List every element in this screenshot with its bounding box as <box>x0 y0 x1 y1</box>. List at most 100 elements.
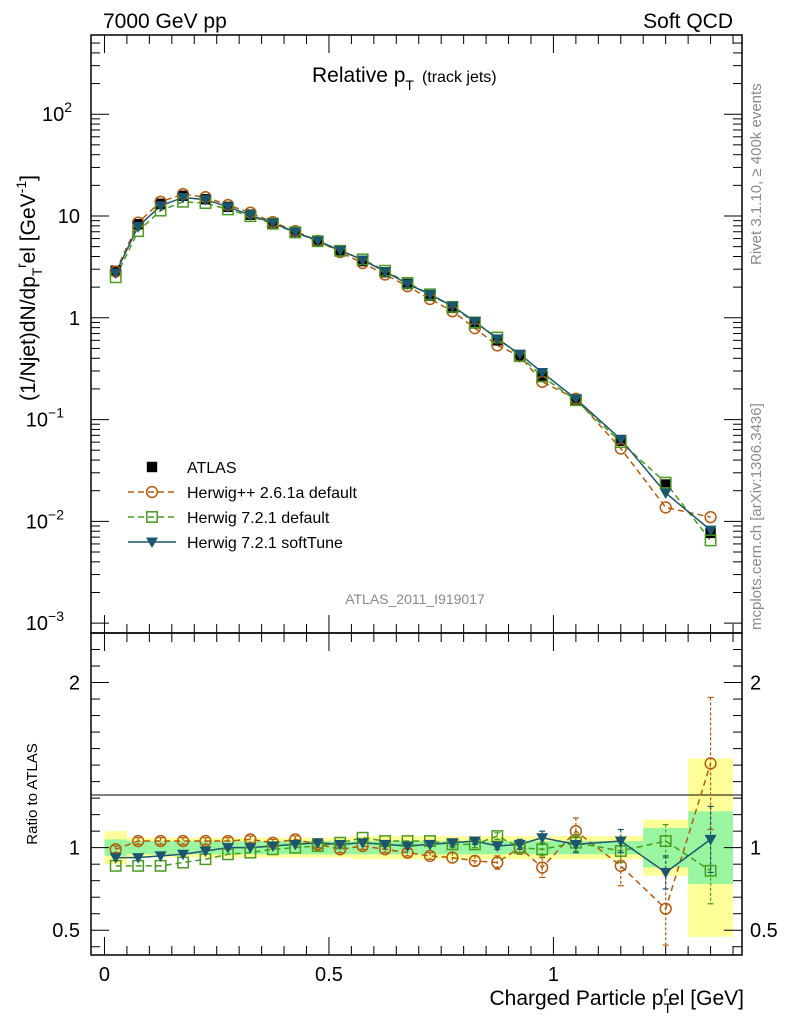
ratio-3-point <box>423 839 436 851</box>
ratio-y-ticks: 0.5 0.5 1 1 2 2 <box>52 632 778 948</box>
main-content <box>109 187 717 547</box>
main-x-ticks <box>103 35 734 633</box>
series-3-point <box>356 255 369 266</box>
series-3-point <box>177 192 190 204</box>
ratio-panel: 0.5 0.51 12 2 0 0.5 1 Ratio to ATLAS <box>24 632 778 986</box>
ratio-2-point <box>659 835 672 848</box>
ratio-frame <box>90 632 743 956</box>
series-3-point <box>468 316 481 328</box>
ratio-3-point <box>154 851 167 862</box>
ratio-3-point <box>199 846 212 857</box>
ratio-3-point <box>177 849 190 861</box>
ratio-1-point <box>491 856 504 869</box>
legend-marker <box>146 537 158 548</box>
ratio-x-ticks: 0 0.5 1 <box>99 633 734 986</box>
ratio-3-point <box>379 839 392 851</box>
ratio-line-2 <box>115 835 711 872</box>
series-3-point <box>244 210 257 222</box>
series-3-point <box>491 334 504 345</box>
ratio-1-point <box>614 859 627 872</box>
analysis-label: ATLAS_2011_I919017 <box>345 591 485 607</box>
ratio-3-point <box>356 838 369 849</box>
y-tick-label: 10−3 <box>26 608 64 635</box>
ratio-3-point <box>468 836 481 848</box>
ratio-y-label: Ratio to ATLAS <box>24 743 41 844</box>
ratio-tick-label: 1 <box>69 838 80 860</box>
legend-marker <box>146 461 158 473</box>
ratio-3-point <box>536 833 549 844</box>
ratio-1-point <box>536 861 549 874</box>
chart-title-sub: T <box>405 77 414 93</box>
y-tick-base: 10 <box>26 410 48 432</box>
legend-label: Herwig 7.2.1 softTune <box>187 535 343 552</box>
y-tick-base: 10 <box>26 511 48 533</box>
chart-title-main: Relative p <box>312 64 405 87</box>
band-inner <box>149 841 172 855</box>
x-tick-label: 0.5 <box>315 964 343 986</box>
ratio-3-point <box>132 853 145 864</box>
series-0-point <box>660 479 671 490</box>
y-tick-exp: −1 <box>48 405 64 421</box>
band-inner <box>126 841 150 855</box>
ratio-tick-label-right: 0.5 <box>750 920 778 942</box>
legend-label: Herwig 7.2.1 default <box>187 510 330 527</box>
ratio-1-point <box>704 757 717 770</box>
ratio-3-point <box>221 843 234 854</box>
ratio-2-point <box>491 830 504 843</box>
series-3-point <box>379 266 392 278</box>
series-line-3 <box>115 196 712 531</box>
legend: ATLAS Herwig++ 2.6.1a default Herwig 7.2.1… <box>128 460 357 552</box>
series-3-point <box>221 202 234 213</box>
y-axis-label: (1/Njet)dN/dpTrel [GeV-1] <box>13 175 45 401</box>
series-3-point <box>289 227 302 239</box>
series-3-point <box>569 394 582 405</box>
series-3-point <box>109 268 122 280</box>
y-tick-label: 10−1 <box>26 405 64 432</box>
series-2-point <box>659 476 672 489</box>
chart-title-note: (track jets) <box>422 69 497 86</box>
ratio-3-point <box>569 839 582 851</box>
ratio-3-point <box>491 841 504 853</box>
ratio-1-point <box>176 834 190 848</box>
ratio-tick-label: 0.5 <box>52 920 80 942</box>
header-right: Soft QCD <box>643 10 733 33</box>
x-tick-label: 0 <box>99 964 110 986</box>
ratio-3-point <box>704 834 717 846</box>
ratio-2-point <box>536 843 549 856</box>
ratio-1-point <box>199 834 212 848</box>
band-inner <box>171 841 195 855</box>
series-3-point <box>199 195 212 206</box>
ratio-3-point <box>401 841 414 853</box>
y-tick-label: 102 <box>42 99 72 126</box>
series-3-point <box>154 201 167 212</box>
legend-marker <box>145 485 159 499</box>
y-tick-label: 10 <box>58 206 80 228</box>
legend-label: ATLAS <box>187 460 237 477</box>
ratio-tick-label: 2 <box>69 673 80 695</box>
ratio-3-point <box>109 853 122 864</box>
ratio-line-3 <box>115 836 712 874</box>
ratio-1-point <box>569 825 583 838</box>
ratio-3-point <box>513 839 526 851</box>
series-1-point <box>704 510 717 524</box>
ratio-1-point <box>446 851 459 864</box>
ratio-1-point <box>154 834 167 848</box>
ratio-3-point <box>266 841 279 853</box>
ratio-content <box>109 696 717 946</box>
chart-title: Relative pT (track jets) <box>312 64 497 93</box>
series-3-point <box>266 218 279 229</box>
series-3-point <box>446 301 459 313</box>
y-tick-exp: −3 <box>48 608 64 624</box>
header-left: 7000 GeV pp <box>103 10 227 33</box>
x-tick-label: 1 <box>548 964 559 986</box>
ratio-3-point <box>334 839 347 851</box>
ratio-1-point <box>468 854 482 868</box>
ratio-3-point <box>289 839 302 851</box>
ratio-3-point <box>446 838 459 849</box>
series-3-point <box>334 245 347 257</box>
y-tick-label: 10−2 <box>26 506 64 533</box>
ratio-3-point <box>614 836 627 848</box>
y-tick-exp: 2 <box>64 99 72 115</box>
